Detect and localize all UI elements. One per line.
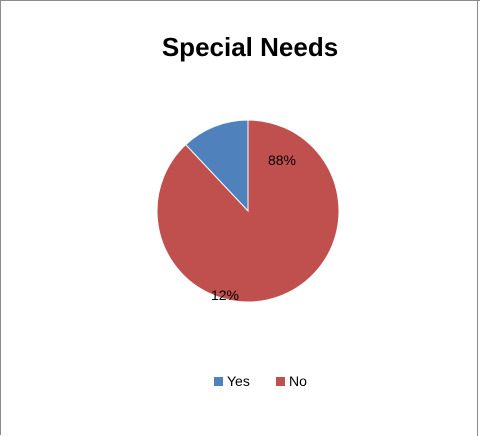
legend-swatch-yes bbox=[214, 376, 223, 386]
pie-slice-no bbox=[156, 119, 340, 303]
legend-item-no: No bbox=[276, 373, 307, 389]
legend-label-yes: Yes bbox=[227, 373, 250, 389]
chart-legend: Yes No bbox=[0, 373, 481, 393]
legend-label-no: No bbox=[289, 373, 307, 389]
data-label-yes: 12% bbox=[211, 287, 239, 303]
chart-title: Special Needs bbox=[161, 32, 339, 62]
data-label-no: 88% bbox=[268, 152, 296, 168]
chart-frame-edge bbox=[477, 0, 478, 436]
legend-item-yes: Yes bbox=[214, 373, 250, 389]
legend-swatch-no bbox=[276, 376, 285, 386]
pie-slice-yes bbox=[184, 119, 249, 213]
